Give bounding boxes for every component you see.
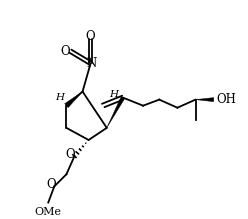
Text: H: H	[55, 93, 64, 102]
Text: OMe: OMe	[35, 207, 62, 217]
Text: N: N	[87, 57, 97, 70]
Text: OH: OH	[217, 93, 237, 106]
Text: O: O	[66, 148, 75, 161]
Text: H: H	[109, 90, 118, 99]
Text: O: O	[61, 45, 70, 58]
Polygon shape	[107, 97, 125, 128]
Polygon shape	[195, 98, 214, 102]
Text: O: O	[86, 30, 95, 42]
Text: O: O	[46, 178, 56, 191]
Polygon shape	[65, 92, 83, 108]
